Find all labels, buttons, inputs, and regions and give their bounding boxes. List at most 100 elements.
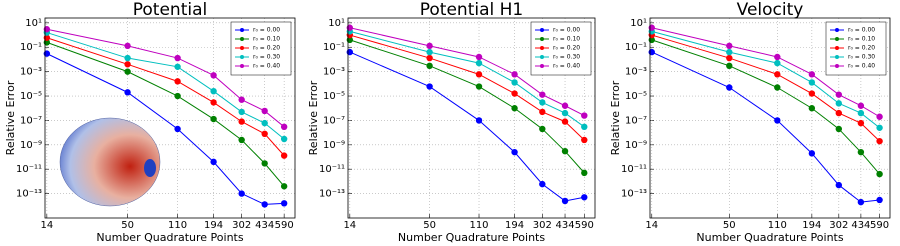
data-point: [280, 200, 288, 207]
data-point: [511, 105, 518, 112]
legend-label: r₀ = 0.40: [553, 63, 580, 70]
y-tick-label: 10⁻³: [323, 67, 345, 78]
y-tick-label: 10⁻¹¹: [319, 164, 345, 175]
data-point: [426, 42, 433, 50]
data-point: [43, 50, 51, 57]
data-point: [261, 107, 268, 115]
y-axis-label: Relative Error: [4, 80, 17, 155]
y-tick-label: 10⁻⁷: [625, 115, 647, 126]
x-tick-label: 590: [870, 220, 889, 231]
x-tick-label: 50: [423, 220, 436, 231]
y-tick-label: 10⁻¹³: [621, 189, 647, 200]
data-point: [475, 117, 483, 124]
legend-marker: [540, 55, 544, 59]
legend-marker: [835, 37, 839, 41]
data-point: [539, 125, 546, 133]
data-point: [539, 99, 546, 106]
legend-label: r₀ = 0.30: [553, 54, 580, 61]
legend-marker: [240, 64, 244, 68]
data-point: [261, 130, 268, 138]
data-point: [648, 48, 655, 56]
data-point: [426, 48, 433, 56]
legend-marker: [540, 37, 544, 41]
data-point: [280, 135, 288, 143]
legend-label: r₀ = 0.10: [253, 36, 280, 43]
legend-label: r₀ = 0.40: [848, 63, 875, 70]
data-point: [726, 54, 733, 62]
data-point: [835, 100, 843, 107]
legend-label: r₀ = 0.00: [553, 27, 580, 34]
data-point: [835, 109, 843, 117]
legend-label: r₀ = 0.40: [253, 63, 280, 70]
data-point: [511, 71, 518, 78]
data-point: [511, 148, 518, 156]
x-tick-label: 194: [505, 220, 524, 231]
data-point: [726, 42, 733, 50]
data-point: [726, 62, 733, 70]
y-tick-label: 10⁻⁷: [323, 115, 345, 126]
data-point: [857, 119, 865, 127]
x-tick-label: 302: [533, 220, 552, 231]
data-point: [174, 78, 181, 85]
data-point: [561, 102, 569, 109]
data-point: [238, 108, 245, 116]
x-tick-label: 110: [168, 220, 187, 231]
data-point: [808, 150, 816, 157]
data-point: [648, 24, 655, 31]
data-point: [726, 84, 733, 91]
legend-marker: [540, 28, 544, 32]
data-point: [238, 136, 245, 144]
x-tick-label: 434: [851, 220, 870, 231]
data-point: [426, 83, 433, 90]
data-point: [808, 105, 816, 112]
data-point: [539, 180, 546, 188]
data-point: [876, 196, 883, 204]
data-point: [346, 24, 354, 31]
data-point: [857, 102, 865, 109]
plot-frame: [347, 17, 596, 219]
legend-marker: [240, 46, 244, 50]
x-tick-label: 50: [121, 220, 134, 231]
data-point: [124, 89, 131, 96]
data-point: [835, 181, 843, 189]
legend-marker: [835, 64, 839, 68]
data-point: [726, 48, 733, 56]
data-point: [876, 113, 883, 120]
data-point: [581, 123, 588, 131]
y-axis-label: Relative Error: [307, 80, 320, 155]
y-tick-label: 10⁻⁹: [323, 140, 345, 151]
plot-frame: [44, 17, 296, 219]
data-point: [876, 124, 883, 131]
data-point: [539, 91, 546, 98]
legend-marker: [240, 55, 244, 59]
legend-marker: [240, 37, 244, 41]
data-point: [561, 118, 569, 125]
data-point: [174, 63, 181, 70]
x-tick-label: 194: [802, 220, 821, 231]
data-point: [210, 99, 217, 106]
y-tick-label: 10¹: [630, 18, 647, 29]
legend-label: r₀ = 0.30: [253, 54, 280, 61]
data-point: [774, 59, 781, 67]
sphere-illustration: [59, 117, 161, 207]
y-tick-label: 10⁻⁵: [323, 91, 345, 102]
chart-title: Potential H1: [420, 0, 523, 20]
x-tick-label: 302: [232, 220, 251, 231]
y-tick-label: 10⁻¹¹: [621, 164, 647, 175]
chart-title: Velocity: [737, 0, 804, 20]
y-tick-label: 10⁻⁹: [625, 140, 647, 151]
data-point: [808, 71, 816, 78]
data-point: [808, 79, 816, 86]
data-point: [261, 201, 268, 208]
data-point: [124, 68, 131, 75]
y-tick-label: 10⁻¹: [323, 42, 345, 53]
legend-marker: [240, 28, 244, 32]
y-tick-label: 10⁻¹¹: [16, 164, 42, 175]
data-point: [475, 83, 483, 90]
data-point: [124, 54, 131, 62]
y-tick-label: 10⁻³: [20, 67, 42, 78]
data-point: [280, 123, 288, 131]
y-tick-label: 10¹: [25, 18, 42, 29]
data-point: [511, 79, 518, 86]
x-tick-label: 590: [575, 220, 594, 231]
